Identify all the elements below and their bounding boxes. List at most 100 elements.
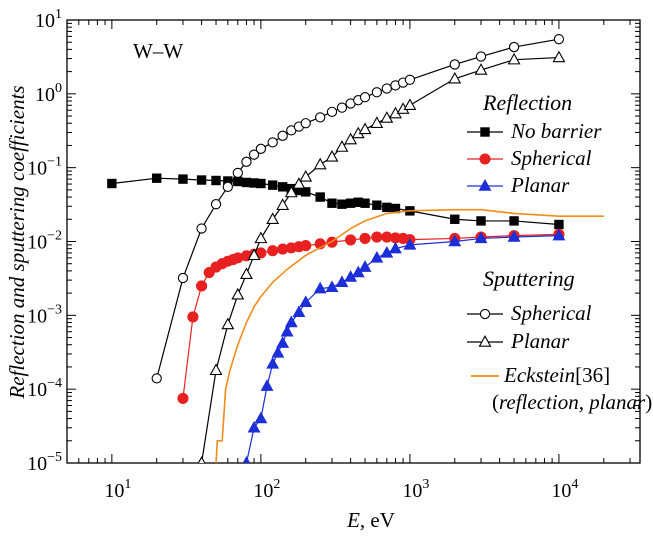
data-point-sputtering-planar [239,267,253,279]
data-point-reflection-no-barrier [360,198,370,208]
data-point-sputtering-spherical [255,143,267,154]
legend-marker-reflection-planar [478,179,492,191]
y-axis-label: Reflection and sputtering coefficients [5,85,29,399]
legend-marker-reflection-spherical [479,153,491,165]
data-point-sputtering-planar [344,132,358,145]
data-point-reflection-no-barrier [337,199,347,209]
data-point-reflection-planar [448,234,462,247]
tick-labels: 101 102 103 104 101 100 10−1 10−2 10−3 10−4 10−5 [27,7,578,502]
svg-text:10−1: 10−1 [27,155,62,180]
data-point-sputtering-spherical [371,87,382,98]
data-point-reflection-planar [280,324,294,337]
svg-text:10−2: 10−2 [27,229,62,254]
data-point-reflection-planar [389,241,402,254]
data-point-sputtering-planar [221,317,235,330]
data-point-sputtering-planar [254,231,268,244]
legend-label-reflection-spherical: Spherical [511,146,592,170]
data-point-sputtering-spherical [222,181,233,192]
data-point-reflection-planar [247,420,261,433]
data-point-sputtering-planar [247,248,261,261]
data-point-sputtering-planar [276,198,290,210]
data-point-reflection-spherical [187,311,199,323]
data-point-sputtering-planar [284,185,298,198]
data-point-sputtering-planar [474,63,488,75]
data-point-reflection-planar [507,230,521,242]
data-point-reflection-planar [242,456,251,463]
data-point-sputtering-planar [325,149,339,162]
data-point-reflection-spherical [371,231,383,243]
data-point-reflection-no-barrier [382,202,392,213]
data-point-sputtering-planar [292,177,306,189]
series-reflection-no-barrier [107,173,564,230]
data-point-reflection-no-barrier [476,216,486,226]
legend-marker-sputtering-spherical [479,308,491,320]
data-point-sputtering-planar [380,111,394,123]
data-point-reflection-no-barrier [152,173,162,183]
svg-text:101: 101 [104,477,131,502]
data-point-reflection-planar [266,356,280,369]
legend-note-eckstein: (reflection, planar) [492,390,652,414]
data-point-reflection-spherical [300,240,312,252]
x-tick-label: 102 [253,477,280,502]
data-point-reflection-spherical [196,280,208,292]
data-point-reflection-no-barrier [256,178,266,189]
svg-text:104: 104 [551,477,578,502]
svg-text:102: 102 [253,477,280,502]
data-point-sputtering-planar [231,287,245,300]
legend-label-reflection-no-barrier: No barrier [510,119,602,143]
x-tick-label: 101 [104,477,131,502]
legend-heading-reflection: Reflection [482,90,572,115]
data-point-sputtering-spherical [336,102,348,113]
x-tick-label: 104 [551,477,578,502]
svg-text:10−5: 10−5 [27,450,62,475]
series-group [107,34,604,463]
data-point-sputtering-planar [299,169,313,182]
data-point-reflection-no-barrier [315,192,325,202]
data-point-reflection-no-barrier [327,198,337,208]
data-point-sputtering-spherical [553,34,565,45]
data-point-reflection-no-barrier [372,200,382,210]
data-point-reflection-planar [284,315,298,328]
panel-label: W–W [133,39,183,63]
data-point-sputtering-planar [552,50,566,63]
y-tick-label: 10−1 [27,155,62,180]
data-point-reflection-no-barrier [178,174,188,184]
axes [66,19,641,464]
legend-label-sputtering-spherical: Spherical [511,301,592,325]
data-point-reflection-no-barrier [554,219,564,230]
data-point-reflection-no-barrier [450,214,460,224]
series-eckstein [215,208,604,463]
data-point-sputtering-spherical [475,51,487,62]
data-point-sputtering-planar [403,98,417,110]
x-axis-label: E, eV [346,508,395,532]
svg-text:100: 100 [35,81,62,106]
data-point-reflection-spherical [267,245,279,257]
data-point-reflection-planar [299,295,313,308]
legend-label-eckstein: Eckstein[36] [503,363,610,387]
data-point-reflection-no-barrier [509,216,519,226]
series-sputtering-spherical [151,34,565,384]
data-point-reflection-no-barrier [107,178,117,189]
data-point-sputtering-spherical [449,59,460,70]
y-tick-label: 100 [35,81,62,106]
data-point-reflection-no-barrier [301,187,311,197]
svg-text:101: 101 [35,7,62,32]
data-point-reflection-spherical [177,392,189,404]
data-point-reflection-planar [313,281,327,294]
data-point-reflection-no-barrier [211,175,221,186]
data-point-reflection-no-barrier [267,180,278,190]
legend-marker-reflection-no-barrier [480,127,490,137]
series-line-eckstein [215,208,604,463]
data-point-reflection-planar [552,228,566,241]
data-point-sputtering-spherical [315,112,326,123]
data-point-sputtering-spherical [277,130,288,141]
data-point-sputtering-planar [313,157,327,170]
data-point-reflection-planar [271,345,285,358]
data-point-sputtering-spherical [177,272,189,284]
y-tick-label: 10−5 [27,450,62,475]
data-point-sputtering-spherical [267,137,278,148]
data-point-reflection-planar [358,260,372,272]
data-point-sputtering-spherical [241,156,252,167]
y-tick-label: 10−4 [27,376,62,401]
